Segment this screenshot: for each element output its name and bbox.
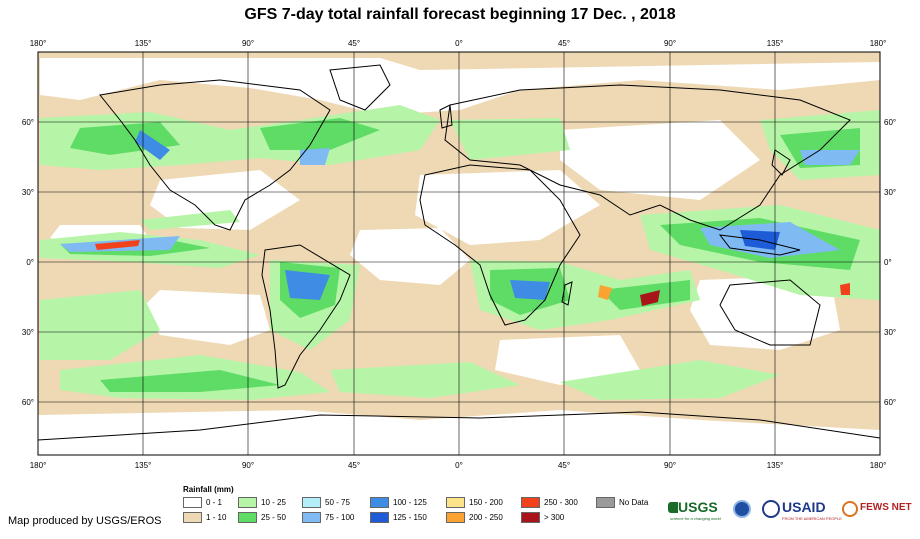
legend-label: 75 - 100 [325,513,355,522]
legend-title: Rainfall (mm) [183,485,234,494]
lat-ticks-right: 60° 30° 0° 30° 60° [884,118,896,407]
lat-tick-label: 30° [22,328,34,337]
lat-tick-label: 60° [22,398,34,407]
lat-tick-label: 0° [26,258,34,267]
usgs-logo: USGS science for a changing world [668,499,730,525]
legend-item: > 300 [521,512,564,523]
legend-item: 10 - 25 [238,497,286,508]
legend-label: > 300 [544,513,565,522]
lon-tick-label: 45° [348,461,360,470]
legend-swatch [370,497,389,508]
lon-tick-label: 90° [242,39,254,48]
lon-tick-label: 0° [455,461,463,470]
legend-swatch [238,512,257,523]
lon-tick-label: 180° [30,39,47,48]
lon-tick-label: 135° [135,39,152,48]
legend-swatch [183,497,202,508]
legend-label: 1 - 10 [206,513,227,522]
legend-label: 0 - 1 [206,498,223,507]
fewsnet-logo: FEWS NET [842,501,916,523]
legend-swatch [238,497,257,508]
usaid-tagline: FROM THE AMERICAN PEOPLE [782,516,842,521]
legend-item: 250 - 300 [521,497,578,508]
lon-tick-label: 45° [558,461,570,470]
lon-tick-label: 180° [870,461,887,470]
lat-tick-label: 30° [884,188,896,197]
map-frame [37,51,881,456]
lat-tick-label: 0° [884,258,892,267]
lon-tick-label: 45° [348,39,360,48]
legend-swatch [183,512,202,523]
lon-tick-label: 90° [242,461,254,470]
lon-tick-label: 45° [558,39,570,48]
lat-tick-label: 60° [22,118,34,127]
lat-ticks-left: 60° 30° 0° 30° 60° [22,118,34,407]
legend-label: 25 - 50 [261,513,286,522]
lat-tick-label: 30° [884,328,896,337]
usgs-wave-icon [668,502,678,513]
legend-label: No Data [619,498,649,507]
usgs-tagline: science for a changing world [670,516,721,521]
usgs-logo-text: USGS [678,499,718,515]
legend-label: 200 - 250 [469,513,503,522]
legend-label: 50 - 75 [325,498,350,507]
legend-item: 75 - 100 [302,512,354,523]
noaa-seal-icon [733,500,751,518]
legend-item: 0 - 1 [183,497,222,508]
lon-ticks-top: 180° 135° 90° 45° 0° 45° 90° 135° 180° [30,39,887,48]
lat-tick-label: 30° [22,188,34,197]
legend-item: 200 - 250 [446,512,503,523]
lat-tick-label: 60° [884,398,896,407]
legend-swatch [302,497,321,508]
legend-label: 250 - 300 [544,498,578,507]
lon-tick-label: 135° [767,39,784,48]
fewsnet-logo-text: FEWS NET [860,502,912,513]
legend-item: 50 - 75 [302,497,350,508]
legend-swatch [370,512,389,523]
coastlines [38,64,880,441]
credit-text: Map produced by USGS/EROS [8,515,162,527]
lon-tick-label: 180° [870,39,887,48]
legend-item: 1 - 10 [183,512,226,523]
usaid-logo-text: USAID [782,499,826,515]
usaid-logo: USAID FROM THE AMERICAN PEOPLE [782,499,842,525]
legend-swatch [446,497,465,508]
legend-item: 100 - 125 [370,497,427,508]
lon-tick-label: 90° [664,461,676,470]
lon-tick-label: 0° [455,39,463,48]
legend-label: 125 - 150 [393,513,427,522]
legend-item: 125 - 150 [370,512,427,523]
legend-swatch [446,512,465,523]
fewsnet-globe-icon [842,501,858,517]
rain-extreme [95,240,850,306]
legend-label: 10 - 25 [261,498,286,507]
lat-tick-label: 60° [884,118,896,127]
usaid-seal-icon [762,500,780,518]
legend-label: 150 - 200 [469,498,503,507]
map-title: GFS 7-day total rainfall forecast beginn… [244,6,676,23]
legend-swatch [596,497,615,508]
legend-item: 25 - 50 [238,512,286,523]
legend-swatch [302,512,321,523]
legend-swatch [521,512,540,523]
lon-tick-label: 135° [767,461,784,470]
legend-swatch [521,497,540,508]
legend-label: 100 - 125 [393,498,427,507]
legend-item: 150 - 200 [446,497,503,508]
lon-tick-label: 90° [664,39,676,48]
lon-ticks-bottom: 180° 135° 90° 45° 0° 45° 90° 135° 180° [30,461,887,470]
legend-item: No Data [596,497,648,508]
lon-tick-label: 135° [135,461,152,470]
lon-tick-label: 180° [30,461,47,470]
graticule [38,52,880,455]
